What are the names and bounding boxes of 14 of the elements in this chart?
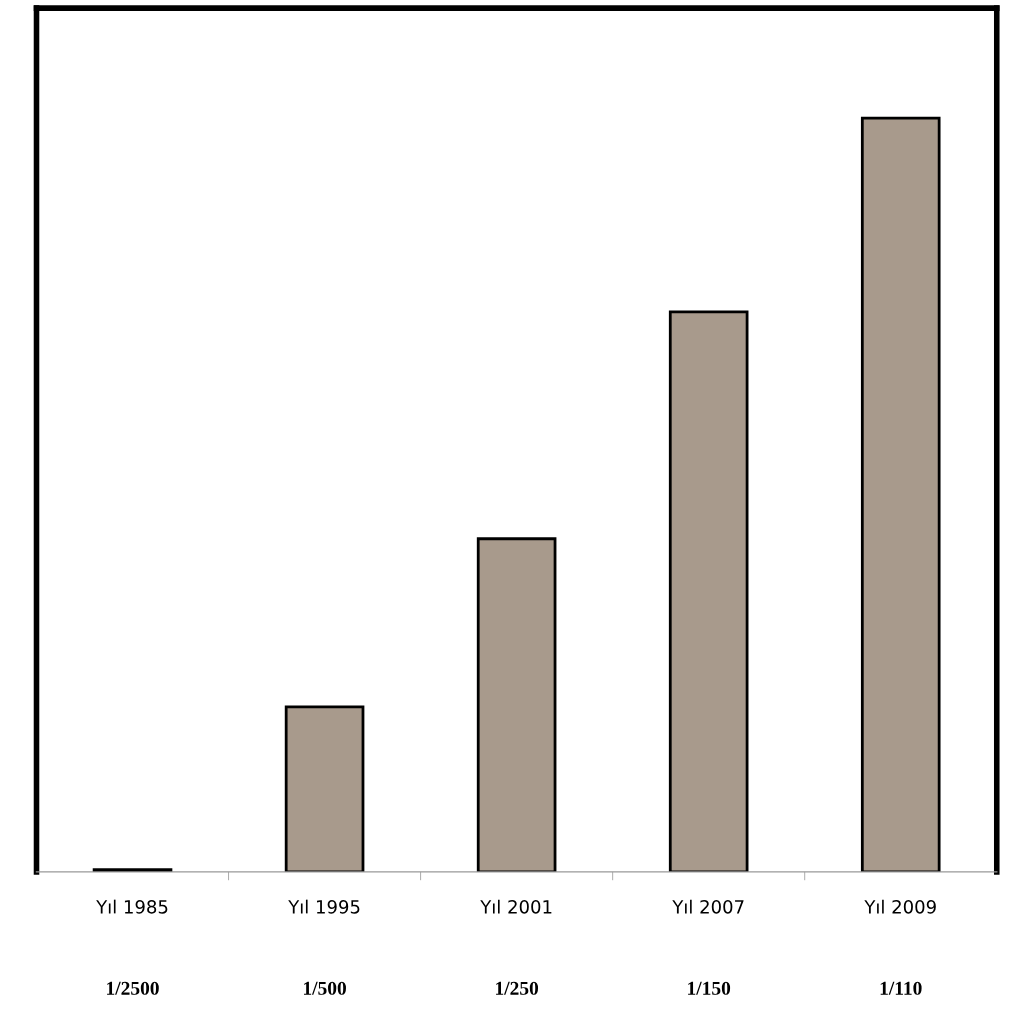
text: 1/150 — [688, 981, 731, 995]
bar — [860, 116, 941, 872]
text: 1/500 — [303, 981, 346, 995]
text: 1/250 — [496, 981, 539, 995]
bar — [476, 537, 557, 872]
x-tick-label: Yıl 2007 — [672, 899, 744, 914]
text: 1/110 — [880, 981, 922, 995]
x-tick-label: Yıl 1995 — [288, 899, 360, 914]
bar — [668, 310, 749, 872]
x-tick-label: Yıl 1985 — [96, 899, 168, 914]
bar — [284, 705, 365, 872]
x-tick-label: Yıl 2001 — [480, 899, 552, 914]
x-tick-label: Yıl 2009 — [864, 899, 936, 914]
text: 1/2500 — [107, 981, 159, 995]
